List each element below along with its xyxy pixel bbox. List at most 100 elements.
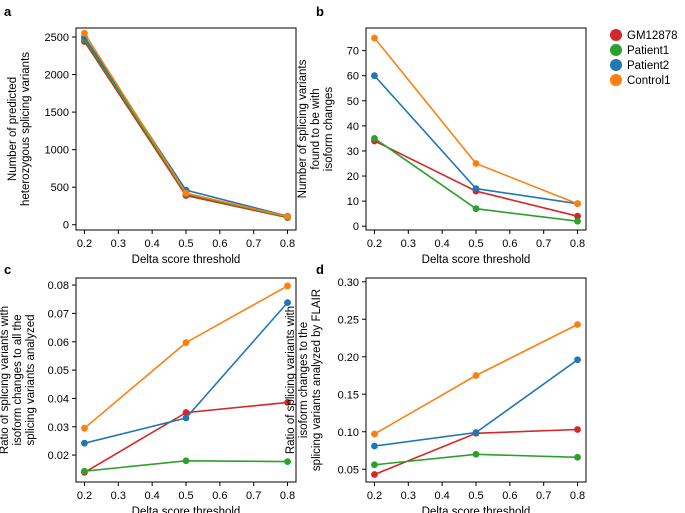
x-axis-title: Delta score threshold	[422, 506, 531, 513]
x-axis-title: Delta score threshold	[422, 254, 531, 266]
data-point-control1	[81, 424, 88, 432]
data-point-control1	[182, 189, 190, 197]
data-point-control1	[182, 339, 190, 346]
series-line-control1	[373, 37, 578, 205]
y-tick-label: 0.15	[338, 389, 359, 401]
y-axis-title-line: Number of splicing variants	[297, 59, 309, 198]
data-point-patient1	[371, 135, 378, 142]
y-axis-title-line: Ratio of splicing variants with	[285, 306, 297, 454]
y-axis-title: Ratio of splicing variants withisoform c…	[0, 306, 37, 454]
y-axis-title-line: splicing variants analyzed	[25, 314, 37, 445]
y-tick-label: 0.03	[48, 422, 69, 434]
x-tick-label: 0.8	[570, 238, 585, 250]
y-tick-label: 0.20	[338, 352, 359, 364]
data-point-control1	[472, 372, 480, 379]
legend-marker-patient2	[610, 59, 622, 71]
y-tick-label: 0.07	[48, 308, 69, 320]
y-tick-label: 0.05	[338, 464, 359, 476]
x-tick-label: 0.2	[367, 238, 382, 250]
y-tick-label: 30	[347, 146, 359, 158]
x-tick-label: 0.4	[145, 490, 160, 502]
legend-label-gm12878: GM12878	[627, 30, 678, 42]
x-tick-label: 0.5	[468, 490, 483, 502]
data-point-patient1	[182, 457, 190, 465]
legend-label-patient1: Patient1	[627, 45, 669, 57]
data-point-patient2	[371, 442, 378, 450]
data-point-patient2	[472, 429, 480, 436]
panel-letter-b: b	[316, 4, 324, 19]
series-line-gm12878	[374, 140, 578, 217]
y-tick-label: 50	[347, 96, 359, 108]
x-tick-label: 0.2	[367, 490, 382, 502]
data-point-control1	[284, 213, 291, 220]
data-point-control1	[574, 200, 581, 208]
y-axis-title-line: heterozygous splicing variants	[20, 52, 32, 206]
x-tick-label: 0.3	[111, 490, 126, 502]
y-axis-title-line: isoform changes to all the	[12, 314, 24, 445]
plot-frame-c	[75, 277, 297, 483]
x-tick-label: 0.2	[77, 490, 92, 502]
y-tick-label: 1000	[45, 145, 69, 157]
y-tick-label: 0.25	[338, 314, 359, 326]
x-tick-label: 0.5	[178, 238, 193, 250]
y-tick-label: 0	[353, 221, 359, 233]
y-axis-title: Number of splicing variantsfound to be w…	[297, 59, 335, 198]
x-tick-label: 0.4	[435, 490, 450, 502]
panel-a: a 0.2 0.3 0.4 0.5 0.6 0.7 0.8 0 500 1000 1500 2000 25…	[4, 4, 297, 266]
y-axis-title-line: found to be with	[310, 88, 322, 169]
series-line-patient2	[84, 302, 289, 444]
data-point-control1	[284, 282, 291, 290]
y-axis-title-line: isoform changes	[323, 87, 335, 172]
x-tick-label: 0.8	[570, 490, 585, 502]
y-tick-label: 500	[51, 182, 69, 194]
y-tick-label: 70	[347, 46, 359, 58]
x-tick-label: 0.5	[468, 238, 483, 250]
x-tick-label: 0.2	[77, 238, 92, 250]
x-tick-label: 0.5	[178, 490, 193, 502]
data-point-patient1	[472, 205, 480, 213]
y-tick-label: 0.04	[48, 393, 69, 405]
y-tick-label: 0.30	[338, 277, 359, 289]
panel-d: d 0.2 0.3 0.4 0.5 0.6 0.7 0.8 0.05 0.10 0.15 0.20 0.…	[285, 262, 587, 513]
y-tick-label: 10	[347, 196, 359, 208]
panel-c: c 0.2 0.3 0.4 0.5 0.6 0.7 0.8 0.02 0.03 0.04 0.05 0.…	[0, 262, 297, 513]
data-point-gm12878	[574, 212, 581, 220]
legend-label-control1: Control1	[627, 75, 670, 87]
x-tick-label: 0.8	[280, 238, 295, 250]
x-tick-label: 0.7	[536, 238, 551, 250]
y-tick-label: 40	[347, 121, 359, 133]
x-tick-label: 0.3	[401, 490, 416, 502]
data-point-control1	[81, 29, 88, 37]
data-point-patient2	[182, 414, 190, 422]
y-axis-title: Ratio of splicing variants withisoform c…	[285, 289, 323, 471]
data-point-patient2	[472, 185, 480, 192]
data-point-patient1	[371, 461, 378, 469]
series-line-control1	[374, 323, 578, 435]
panel-letter-a: a	[4, 4, 12, 19]
y-tick-label: 20	[347, 171, 359, 183]
data-point-control1	[371, 34, 378, 42]
x-tick-label: 0.3	[111, 238, 126, 250]
y-tick-label: 2500	[45, 32, 69, 44]
x-tick-label: 0.8	[280, 490, 295, 502]
y-tick-label: 2000	[45, 70, 69, 82]
x-axis-title: Delta score threshold	[132, 254, 241, 266]
legend-marker-control1	[610, 74, 622, 86]
data-point-patient1	[472, 450, 480, 458]
data-point-gm12878	[574, 426, 581, 433]
y-axis-title: Number of predictedheterozygous splicing…	[7, 52, 32, 206]
y-tick-label: 0.02	[48, 450, 69, 462]
x-tick-label: 0.6	[502, 238, 517, 250]
x-tick-label: 0.6	[212, 238, 227, 250]
data-point-patient1	[574, 217, 581, 225]
y-tick-label: 0	[63, 220, 69, 232]
y-tick-label: 1500	[45, 107, 69, 119]
y-tick-label: 0.06	[48, 337, 69, 349]
data-point-patient1	[284, 458, 291, 465]
series-line-control1	[83, 285, 288, 429]
y-tick-label: 60	[347, 71, 359, 83]
y-axis-title-line: Number of predicted	[7, 77, 19, 181]
data-point-control1	[472, 160, 480, 167]
data-point-control1	[371, 430, 378, 438]
